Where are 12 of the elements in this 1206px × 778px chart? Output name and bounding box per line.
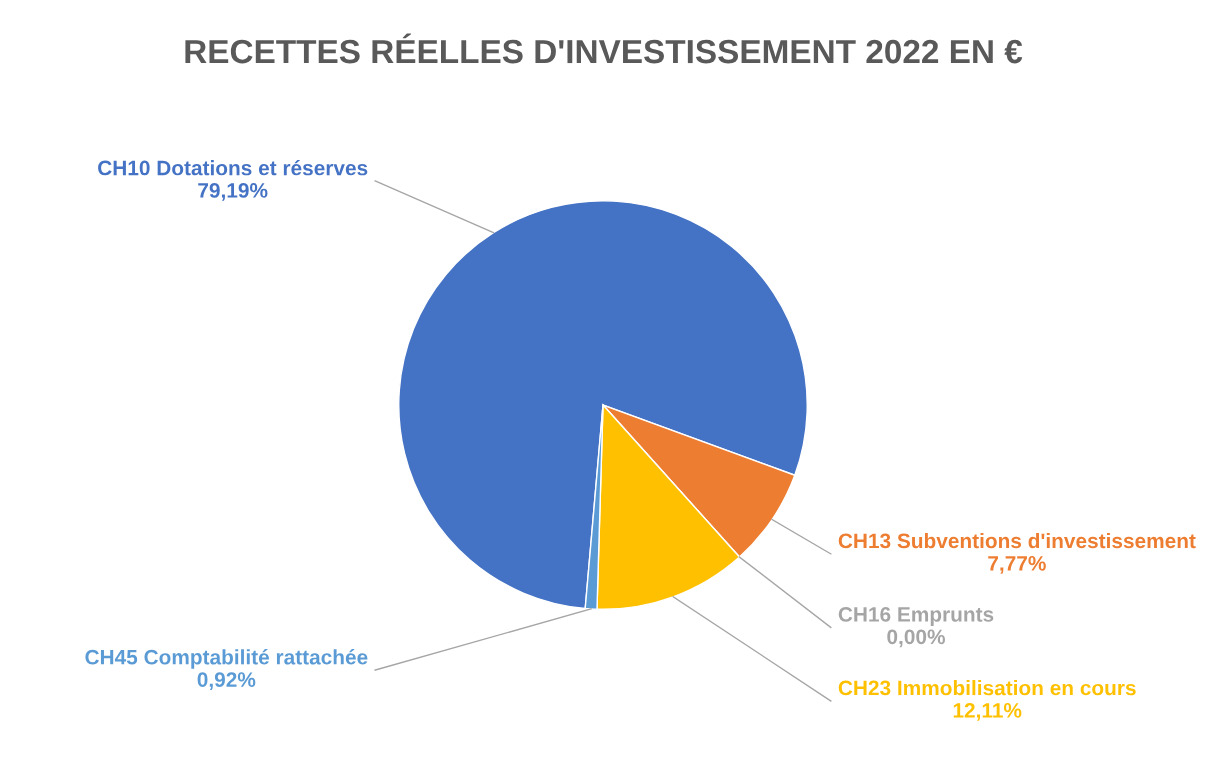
- data-label: 12,11%: [953, 702, 1022, 721]
- slice-label: CH10 Dotations et réserves: [98, 159, 368, 176]
- category-label: CH16 Emprunts: [838, 607, 994, 626]
- data-label: 79,19%: [198, 183, 268, 201]
- data-label: 0,92%: [197, 672, 256, 691]
- data-label: 7,77%: [988, 556, 1046, 574]
- slice-label: CH13 Subventions d'investissement: [838, 532, 1196, 549]
- slice-label: CH23 Immobilisation en cours: [838, 680, 1136, 696]
- slice-label: CH45 Comptabilité rattachée: [85, 649, 368, 669]
- chart-title: RECETTES RÉELLES D'INVESTISSEMENT 2022 EN €: [185, 33, 1023, 64]
- pie-slice: [398, 200, 808, 610]
- text: 0,00%: [887, 629, 945, 648]
